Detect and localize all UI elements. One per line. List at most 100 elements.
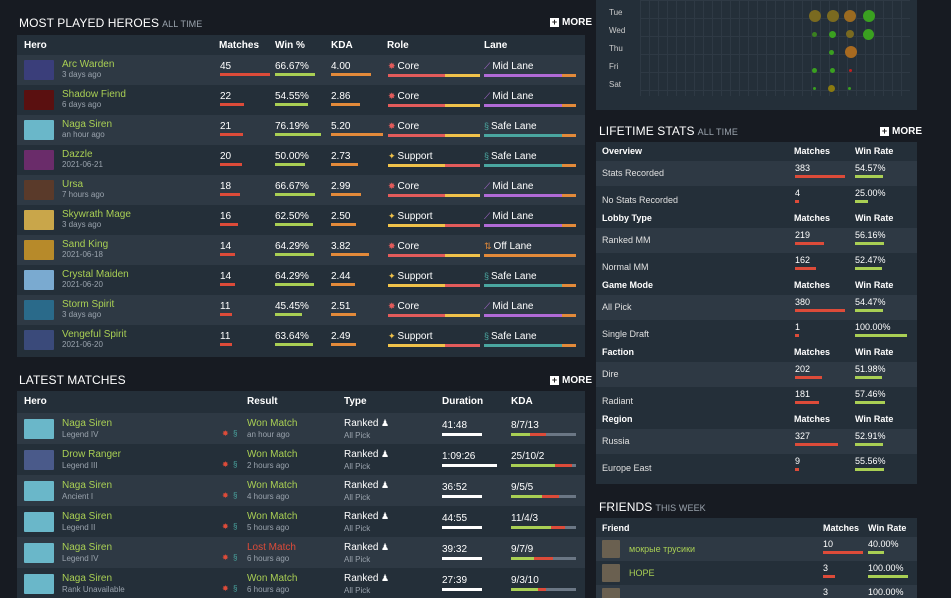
hero-name[interactable]: Shadow Fiend xyxy=(62,89,126,100)
matches-bar xyxy=(220,223,238,226)
hero-row[interactable]: Dazzle 2021-06-21 20 50.00% 2.73 ✦ Support § Saf… xyxy=(17,145,585,175)
winrate-header[interactable]: Win Rate xyxy=(855,213,894,223)
core-icon: ✸ xyxy=(388,121,396,131)
user-icon: ♟ xyxy=(378,480,390,490)
hero-name[interactable]: Crystal Maiden xyxy=(62,269,129,280)
matches-value: 21 xyxy=(220,121,232,132)
matches-header[interactable]: Matches xyxy=(794,280,831,290)
match-row[interactable]: Drow Ranger Legend III ✸ § Won Match 2 hours … xyxy=(17,444,585,475)
matches-value: 20 xyxy=(220,151,232,162)
column-header[interactable]: Duration xyxy=(442,396,484,407)
lobby-type: Ranked xyxy=(344,542,379,553)
hero-name[interactable]: Arc Warden xyxy=(62,59,115,70)
hero-name[interactable]: Vengeful Spirit xyxy=(62,329,127,340)
winrate-value: 66.67% xyxy=(275,61,309,72)
hero-row[interactable]: Naga Siren an hour ago 21 76.19% 5.20 ✸ Core § S… xyxy=(17,115,585,145)
hero-rank: Rank Unavailable xyxy=(62,585,125,594)
hero-row[interactable]: Shadow Fiend 6 days ago 22 54.55% 2.86 ✸ Core ⟋… xyxy=(17,85,585,115)
hero-name[interactable]: Naga Siren xyxy=(62,542,113,553)
match-time: 4 hours ago xyxy=(247,492,290,501)
kda-value: 2.49 xyxy=(331,331,351,342)
match-time: 5 hours ago xyxy=(247,523,290,532)
winrate-bar xyxy=(275,163,305,166)
match-row[interactable]: Naga Siren Legend IV ✸ § Lost Match 6 hours a… xyxy=(17,537,585,568)
match-result[interactable]: Won Match xyxy=(247,573,298,584)
hero-row[interactable]: Crystal Maiden 2021-06-20 14 64.29% 2.44 ✦ Sup… xyxy=(17,265,585,295)
kda-value: 2.99 xyxy=(331,181,351,192)
hero-name[interactable]: Sand King xyxy=(62,239,109,250)
winrate-header[interactable]: Win Rate xyxy=(855,347,894,357)
lane-bar xyxy=(484,344,576,347)
stat-label: Russia xyxy=(602,436,630,446)
hero-name[interactable]: Naga Siren xyxy=(62,480,113,491)
column-header[interactable]: Win Rate xyxy=(868,523,907,533)
hero-row[interactable]: Skywrath Mage 3 days ago 16 62.50% 2.50 ✦ Supp… xyxy=(17,205,585,235)
winrate-value: 40.00% xyxy=(868,539,899,549)
hero-name[interactable]: Skywrath Mage xyxy=(62,209,131,220)
matches-bar xyxy=(220,163,242,166)
column-header[interactable]: Matches xyxy=(823,523,860,533)
winrate-bar xyxy=(855,309,884,312)
match-result[interactable]: Won Match xyxy=(247,449,298,460)
winrate-header[interactable]: Win Rate xyxy=(855,146,894,156)
hero-name[interactable]: Naga Siren xyxy=(62,511,113,522)
matches-more-button[interactable]: + MORE xyxy=(550,375,592,386)
column-header[interactable]: Friend xyxy=(602,523,630,533)
matches-header[interactable]: Matches xyxy=(794,146,831,156)
matches-bar xyxy=(795,175,846,178)
column-header[interactable]: KDA xyxy=(331,40,353,51)
column-header[interactable]: Win % xyxy=(275,40,305,51)
match-result[interactable]: Lost Match xyxy=(247,542,296,553)
lifetime-more-button[interactable]: + MORE xyxy=(880,126,922,137)
hero-name[interactable]: Naga Siren xyxy=(62,418,113,429)
hero-row[interactable]: Storm Spirit 3 days ago 11 45.45% 2.51 ✸ Core ⟋… xyxy=(17,295,585,325)
winrate-header[interactable]: Win Rate xyxy=(855,414,894,424)
match-row[interactable]: Naga Siren Legend II ✸ § Won Match 5 hours ag… xyxy=(17,506,585,537)
winrate-header[interactable]: Win Rate xyxy=(855,280,894,290)
winrate-bar xyxy=(855,334,907,337)
hero-row[interactable]: Sand King 2021-06-18 14 64.29% 3.82 ✸ Core ⇅ Off… xyxy=(17,235,585,265)
hero-row[interactable]: Vengeful Spirit 2021-06-20 11 63.64% 2.49 ✦ Su… xyxy=(17,325,585,355)
day-label: Fri xyxy=(609,62,619,71)
match-row[interactable]: Naga Siren Rank Unavailable ✸ § Won Match 6 h… xyxy=(17,568,585,598)
match-result[interactable]: Won Match xyxy=(247,480,298,491)
column-header[interactable]: Result xyxy=(247,396,278,407)
column-header[interactable]: Role xyxy=(387,40,409,51)
kda-value: 2.86 xyxy=(331,91,351,102)
matches-header[interactable]: Matches xyxy=(794,347,831,357)
heroes-more-button[interactable]: + MORE xyxy=(550,17,592,28)
hero-name[interactable]: Ursa xyxy=(62,179,84,190)
column-header[interactable]: Type xyxy=(344,396,367,407)
hero-avatar xyxy=(24,574,54,594)
hero-name[interactable]: Naga Siren xyxy=(62,573,113,584)
lobby-type: Ranked xyxy=(344,511,379,522)
friend-name[interactable]: HOPE xyxy=(629,568,655,578)
hero-name[interactable]: Naga Siren xyxy=(62,119,113,130)
friend-row[interactable]: HOPE 3 100.00% xyxy=(596,561,917,585)
role-text: Support xyxy=(397,151,433,162)
friend-row[interactable]: 3 100.00% xyxy=(596,585,917,598)
stat-label: All Pick xyxy=(602,302,632,312)
match-result[interactable]: Won Match xyxy=(247,511,298,522)
match-row[interactable]: Naga Siren Legend IV ✸ § Won Match an hour ag… xyxy=(17,413,585,444)
group-header: Region xyxy=(602,414,633,424)
column-header[interactable]: Hero xyxy=(24,40,47,51)
column-header[interactable]: Lane xyxy=(484,40,508,51)
hero-name[interactable]: Storm Spirit xyxy=(62,299,115,310)
friend-name[interactable]: мокрые трусики xyxy=(629,544,696,554)
friend-row[interactable]: мокрые трусики 10 40.00% xyxy=(596,537,917,561)
match-result[interactable]: Won Match xyxy=(247,418,298,429)
matches-header[interactable]: Matches xyxy=(794,213,831,223)
matches-header[interactable]: Matches xyxy=(794,414,831,424)
last-played: 7 hours ago xyxy=(62,190,105,199)
hero-row[interactable]: Ursa 7 hours ago 18 66.67% 2.99 ✸ Core ⟋ Mid Lan… xyxy=(17,175,585,205)
hero-row[interactable]: Arc Warden 3 days ago 45 66.67% 4.00 ✸ Core ⟋ Mi… xyxy=(17,55,585,85)
column-header[interactable]: Matches xyxy=(219,40,260,51)
hero-name[interactable]: Drow Ranger xyxy=(62,449,121,460)
matches-bar xyxy=(220,103,245,106)
column-header[interactable]: Hero xyxy=(24,396,47,407)
column-header[interactable]: KDA xyxy=(511,396,533,407)
role-label: ✦ Support xyxy=(388,211,433,222)
hero-name[interactable]: Dazzle xyxy=(62,149,93,160)
match-row[interactable]: Naga Siren Ancient I ✸ § Won Match 4 hours ag… xyxy=(17,475,585,506)
